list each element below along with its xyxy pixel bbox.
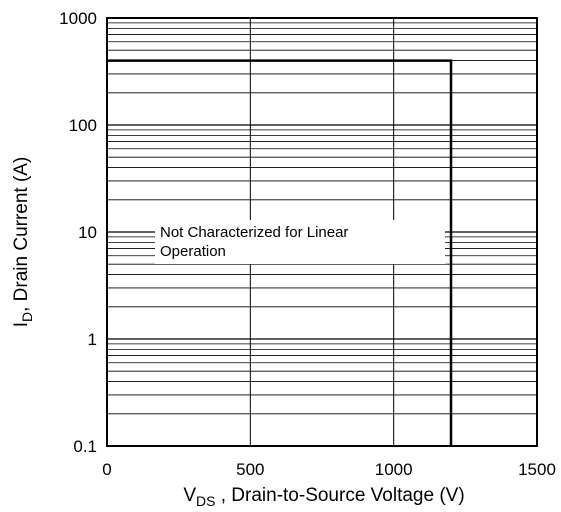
y-axis-label-rest: , Drain Current (A) xyxy=(11,157,32,312)
y-axis-label: ID, Drain Current (A) xyxy=(11,157,35,328)
annotation-line-2: Operation xyxy=(160,243,226,260)
x-axis-label: VDS , Drain-to-Source Voltage (V) xyxy=(183,485,464,509)
x-tick-labels: 0 500 1000 1500 xyxy=(102,460,556,479)
x-tick-label: 1500 xyxy=(518,460,556,479)
annotation-background xyxy=(155,220,445,264)
x-axis-label-rest: , Drain-to-Source Voltage (V) xyxy=(215,485,464,506)
y-tick-label: 10 xyxy=(78,223,97,242)
x-tick-label: 500 xyxy=(236,460,264,479)
x-axis-label-sub: DS xyxy=(196,493,215,509)
grid-lines xyxy=(106,18,538,447)
y-tick-label: 100 xyxy=(69,116,97,135)
y-axis-label-main: I xyxy=(11,322,32,327)
y-tick-label: 0.1 xyxy=(73,437,97,456)
plot-frame xyxy=(106,17,538,447)
soa-boundary-line xyxy=(107,59,453,446)
y-tick-label: 1000 xyxy=(59,9,97,28)
series-layer xyxy=(107,59,453,446)
y-axis-label-sub: D xyxy=(19,312,35,322)
y-tick-label: 1 xyxy=(88,330,97,349)
annotation-line-1: Not Characterized for Linear xyxy=(160,224,348,241)
x-tick-label: 1000 xyxy=(375,460,413,479)
x-axis-label-main: V xyxy=(183,485,196,506)
y-tick-labels: 0.1 1 10 100 1000 xyxy=(59,9,97,456)
x-tick-label: 0 xyxy=(102,460,111,479)
